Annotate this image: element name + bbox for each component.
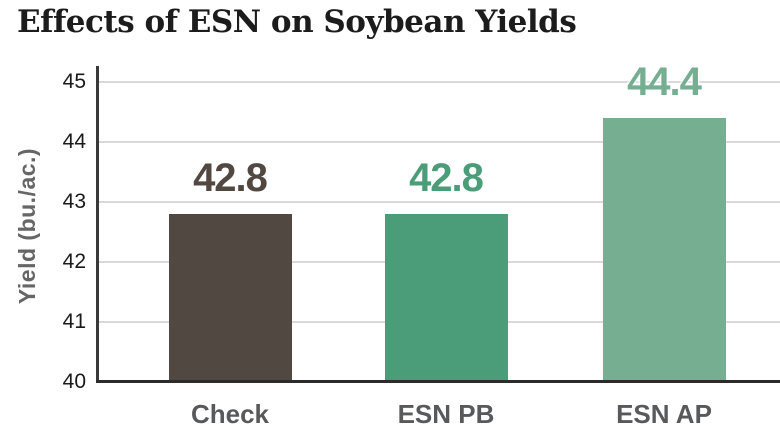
y-tick-label: 41: [62, 310, 86, 333]
y-tick-label: 44: [62, 130, 86, 153]
bar-check: [168, 214, 292, 382]
bar-esn-ap: [602, 118, 726, 382]
x-category-label: Check: [190, 399, 270, 429]
x-category-label: ESN PB: [397, 399, 495, 429]
bar-esn-pb: [384, 214, 508, 382]
y-tick-label: 40: [62, 370, 86, 393]
gridline: [98, 81, 780, 83]
bar-value-label: 42.8: [193, 156, 268, 200]
chart-title: Effects of ESN on Soybean Yields: [17, 4, 577, 40]
gridline: [98, 201, 780, 203]
y-tick-label: 43: [62, 190, 86, 213]
x-category-label: ESN AP: [616, 399, 712, 429]
y-axis-line: [96, 66, 99, 383]
bar-value-label: 44.4: [627, 60, 702, 104]
bar-value-label: 42.8: [409, 156, 484, 200]
gridline: [98, 141, 780, 143]
y-tick-label: 42: [62, 250, 86, 273]
x-baseline: [96, 380, 780, 383]
y-tick-label: 45: [62, 70, 86, 93]
